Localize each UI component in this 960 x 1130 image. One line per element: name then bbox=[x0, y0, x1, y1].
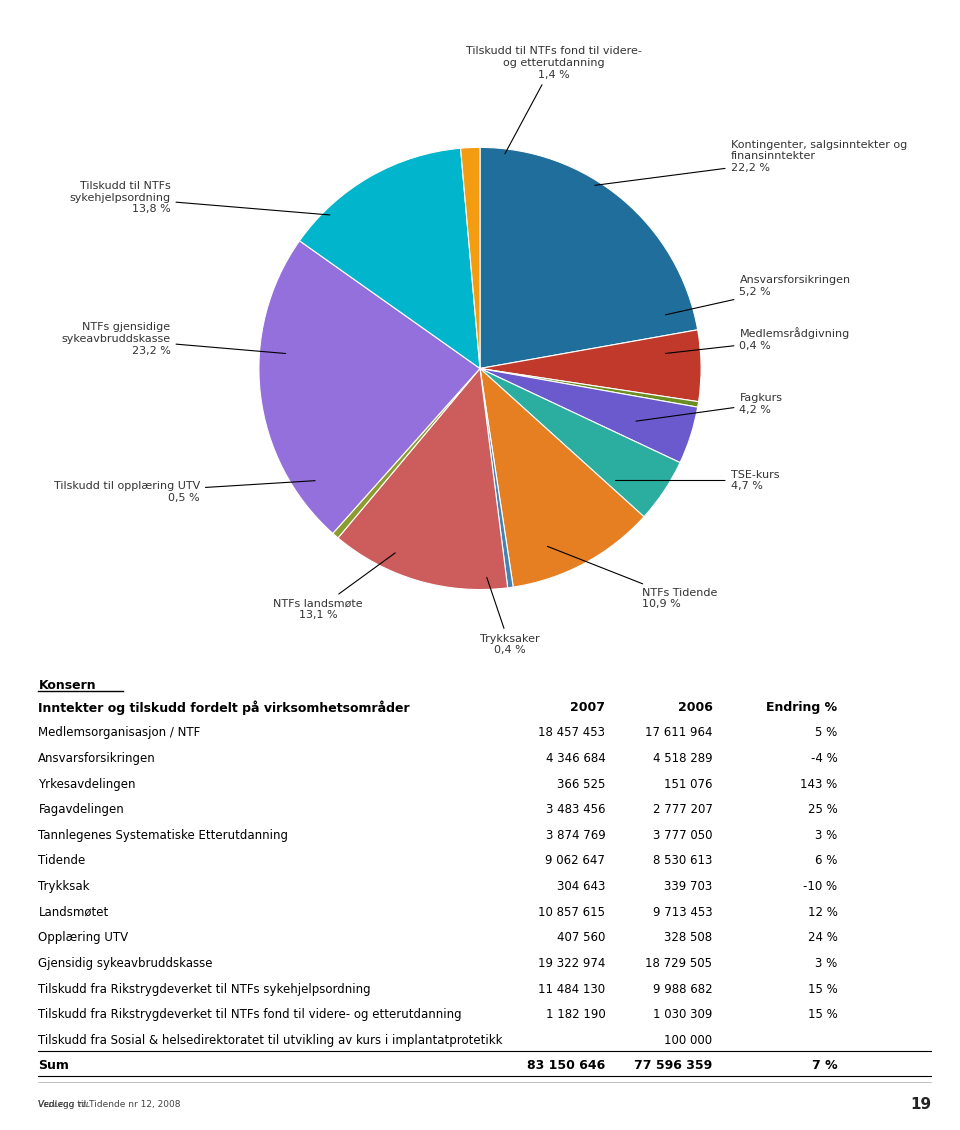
Text: TSE-kurs
4,7 %: TSE-kurs 4,7 % bbox=[615, 470, 780, 492]
Text: 9 713 453: 9 713 453 bbox=[653, 906, 712, 919]
Text: Sum: Sum bbox=[38, 1060, 69, 1072]
Text: Opplæring UTV: Opplæring UTV bbox=[38, 931, 129, 945]
Text: 4 518 289: 4 518 289 bbox=[653, 751, 712, 765]
Text: Fagavdelingen: Fagavdelingen bbox=[38, 803, 124, 816]
Text: Yrkesavdelingen: Yrkesavdelingen bbox=[38, 777, 136, 791]
Text: 2 777 207: 2 777 207 bbox=[653, 803, 712, 816]
Wedge shape bbox=[480, 330, 701, 401]
Text: Tidende: Tidende bbox=[38, 854, 85, 868]
Wedge shape bbox=[338, 368, 508, 590]
Text: 18 457 453: 18 457 453 bbox=[539, 727, 606, 739]
Text: Kontingenter, salgsinntekter og
finansinntekter
22,2 %: Kontingenter, salgsinntekter og finansin… bbox=[595, 140, 907, 185]
Wedge shape bbox=[461, 147, 480, 368]
Text: 3 %: 3 % bbox=[815, 957, 837, 970]
Text: 1 182 190: 1 182 190 bbox=[545, 1008, 606, 1022]
Text: Tilskudd til opplæring UTV
0,5 %: Tilskudd til opplæring UTV 0,5 % bbox=[54, 480, 315, 503]
Text: Fagkurs
4,2 %: Fagkurs 4,2 % bbox=[636, 393, 782, 421]
Text: 83 150 646: 83 150 646 bbox=[527, 1060, 606, 1072]
Text: Inntekter og tilskudd fordelt på virksomhetsområder: Inntekter og tilskudd fordelt på virksom… bbox=[38, 701, 410, 715]
Text: 8 530 613: 8 530 613 bbox=[653, 854, 712, 868]
Text: 366 525: 366 525 bbox=[557, 777, 606, 791]
Text: NTFs landsmøte
13,1 %: NTFs landsmøte 13,1 % bbox=[273, 553, 396, 620]
Text: 2007: 2007 bbox=[570, 701, 606, 714]
Text: 25 %: 25 % bbox=[807, 803, 837, 816]
Text: 15 %: 15 % bbox=[807, 1008, 837, 1022]
Text: Medlemsrådgivning
0,4 %: Medlemsrådgivning 0,4 % bbox=[665, 328, 850, 354]
Text: Konsern: Konsern bbox=[38, 679, 96, 692]
Text: 328 508: 328 508 bbox=[664, 931, 712, 945]
Text: 1 030 309: 1 030 309 bbox=[653, 1008, 712, 1022]
Text: 9 062 647: 9 062 647 bbox=[545, 854, 606, 868]
Text: 19: 19 bbox=[910, 1097, 931, 1112]
Text: Trykksak: Trykksak bbox=[38, 880, 90, 893]
Text: 3 874 769: 3 874 769 bbox=[545, 828, 606, 842]
Text: Ansvarsforsikringen
5,2 %: Ansvarsforsikringen 5,2 % bbox=[665, 275, 851, 315]
Text: 18 729 505: 18 729 505 bbox=[645, 957, 712, 970]
Text: 15 %: 15 % bbox=[807, 983, 837, 996]
Text: Medlemsorganisasjon / NTF: Medlemsorganisasjon / NTF bbox=[38, 727, 201, 739]
Text: 100 000: 100 000 bbox=[664, 1034, 712, 1046]
Text: NTFs gjensidige
sykeavbruddskasse
23,2 %: NTFs gjensidige sykeavbruddskasse 23,2 % bbox=[61, 322, 286, 356]
Text: 12 %: 12 % bbox=[807, 906, 837, 919]
Text: 10 857 615: 10 857 615 bbox=[539, 906, 606, 919]
Text: 24 %: 24 % bbox=[807, 931, 837, 945]
Text: 6 %: 6 % bbox=[815, 854, 837, 868]
Text: 5 %: 5 % bbox=[815, 727, 837, 739]
Text: 143 %: 143 % bbox=[801, 777, 837, 791]
Text: 3 777 050: 3 777 050 bbox=[653, 828, 712, 842]
Text: 4 346 684: 4 346 684 bbox=[545, 751, 606, 765]
Text: Ansvarsforsikringen: Ansvarsforsikringen bbox=[38, 751, 156, 765]
Text: Endring %: Endring % bbox=[766, 701, 837, 714]
Wedge shape bbox=[259, 241, 480, 533]
Wedge shape bbox=[480, 368, 699, 407]
Text: Vedlegg til Tidende nr 12, 2008: Vedlegg til Tidende nr 12, 2008 bbox=[38, 1101, 180, 1110]
Wedge shape bbox=[480, 147, 698, 368]
Text: Tilskudd til NTFs
sykehjelpsordning
13,8 %: Tilskudd til NTFs sykehjelpsordning 13,8… bbox=[69, 181, 330, 215]
Text: Tannlegenes Systematiske Etterutdanning: Tannlegenes Systematiske Etterutdanning bbox=[38, 828, 288, 842]
Text: 3 483 456: 3 483 456 bbox=[546, 803, 606, 816]
Text: 407 560: 407 560 bbox=[557, 931, 606, 945]
Wedge shape bbox=[480, 368, 644, 588]
Text: 11 484 130: 11 484 130 bbox=[539, 983, 606, 996]
Text: Trykksaker
0,4 %: Trykksaker 0,4 % bbox=[480, 577, 540, 655]
Text: -10 %: -10 % bbox=[804, 880, 837, 893]
Wedge shape bbox=[333, 368, 480, 538]
Text: NTFs Tidende
10,9 %: NTFs Tidende 10,9 % bbox=[547, 547, 717, 609]
Text: -4 %: -4 % bbox=[810, 751, 837, 765]
Text: Tilskudd fra Rikstrygdeverket til NTFs sykehjelpsordning: Tilskudd fra Rikstrygdeverket til NTFs s… bbox=[38, 983, 371, 996]
Text: 151 076: 151 076 bbox=[664, 777, 712, 791]
Text: 339 703: 339 703 bbox=[664, 880, 712, 893]
Wedge shape bbox=[480, 368, 698, 462]
Text: Gjensidig sykeavbruddskasse: Gjensidig sykeavbruddskasse bbox=[38, 957, 213, 970]
Wedge shape bbox=[480, 368, 680, 516]
Text: 3 %: 3 % bbox=[815, 828, 837, 842]
Text: 19 322 974: 19 322 974 bbox=[538, 957, 606, 970]
Text: 7 %: 7 % bbox=[812, 1060, 837, 1072]
Text: 9 988 682: 9 988 682 bbox=[653, 983, 712, 996]
Wedge shape bbox=[480, 368, 514, 588]
Text: Tilskudd fra Rikstrygdeverket til NTFs fond til videre- og etterutdanning: Tilskudd fra Rikstrygdeverket til NTFs f… bbox=[38, 1008, 462, 1022]
Text: 2006: 2006 bbox=[678, 701, 712, 714]
Wedge shape bbox=[300, 148, 480, 368]
Text: Vᴇᴅʟᴇɢɢ ᴛɪʟ: Vᴇᴅʟᴇɢɢ ᴛɪʟ bbox=[38, 1101, 94, 1110]
Text: Landsmøtet: Landsmøtet bbox=[38, 906, 108, 919]
Text: 304 643: 304 643 bbox=[557, 880, 606, 893]
Text: Tilskudd til NTFs fond til videre-
og etterutdanning
1,4 %: Tilskudd til NTFs fond til videre- og et… bbox=[466, 46, 641, 154]
Text: Tilskudd fra Sosial & helsedirektoratet til utvikling av kurs i implantatproteti: Tilskudd fra Sosial & helsedirektoratet … bbox=[38, 1034, 503, 1046]
Text: 17 611 964: 17 611 964 bbox=[645, 727, 712, 739]
Text: 77 596 359: 77 596 359 bbox=[635, 1060, 712, 1072]
